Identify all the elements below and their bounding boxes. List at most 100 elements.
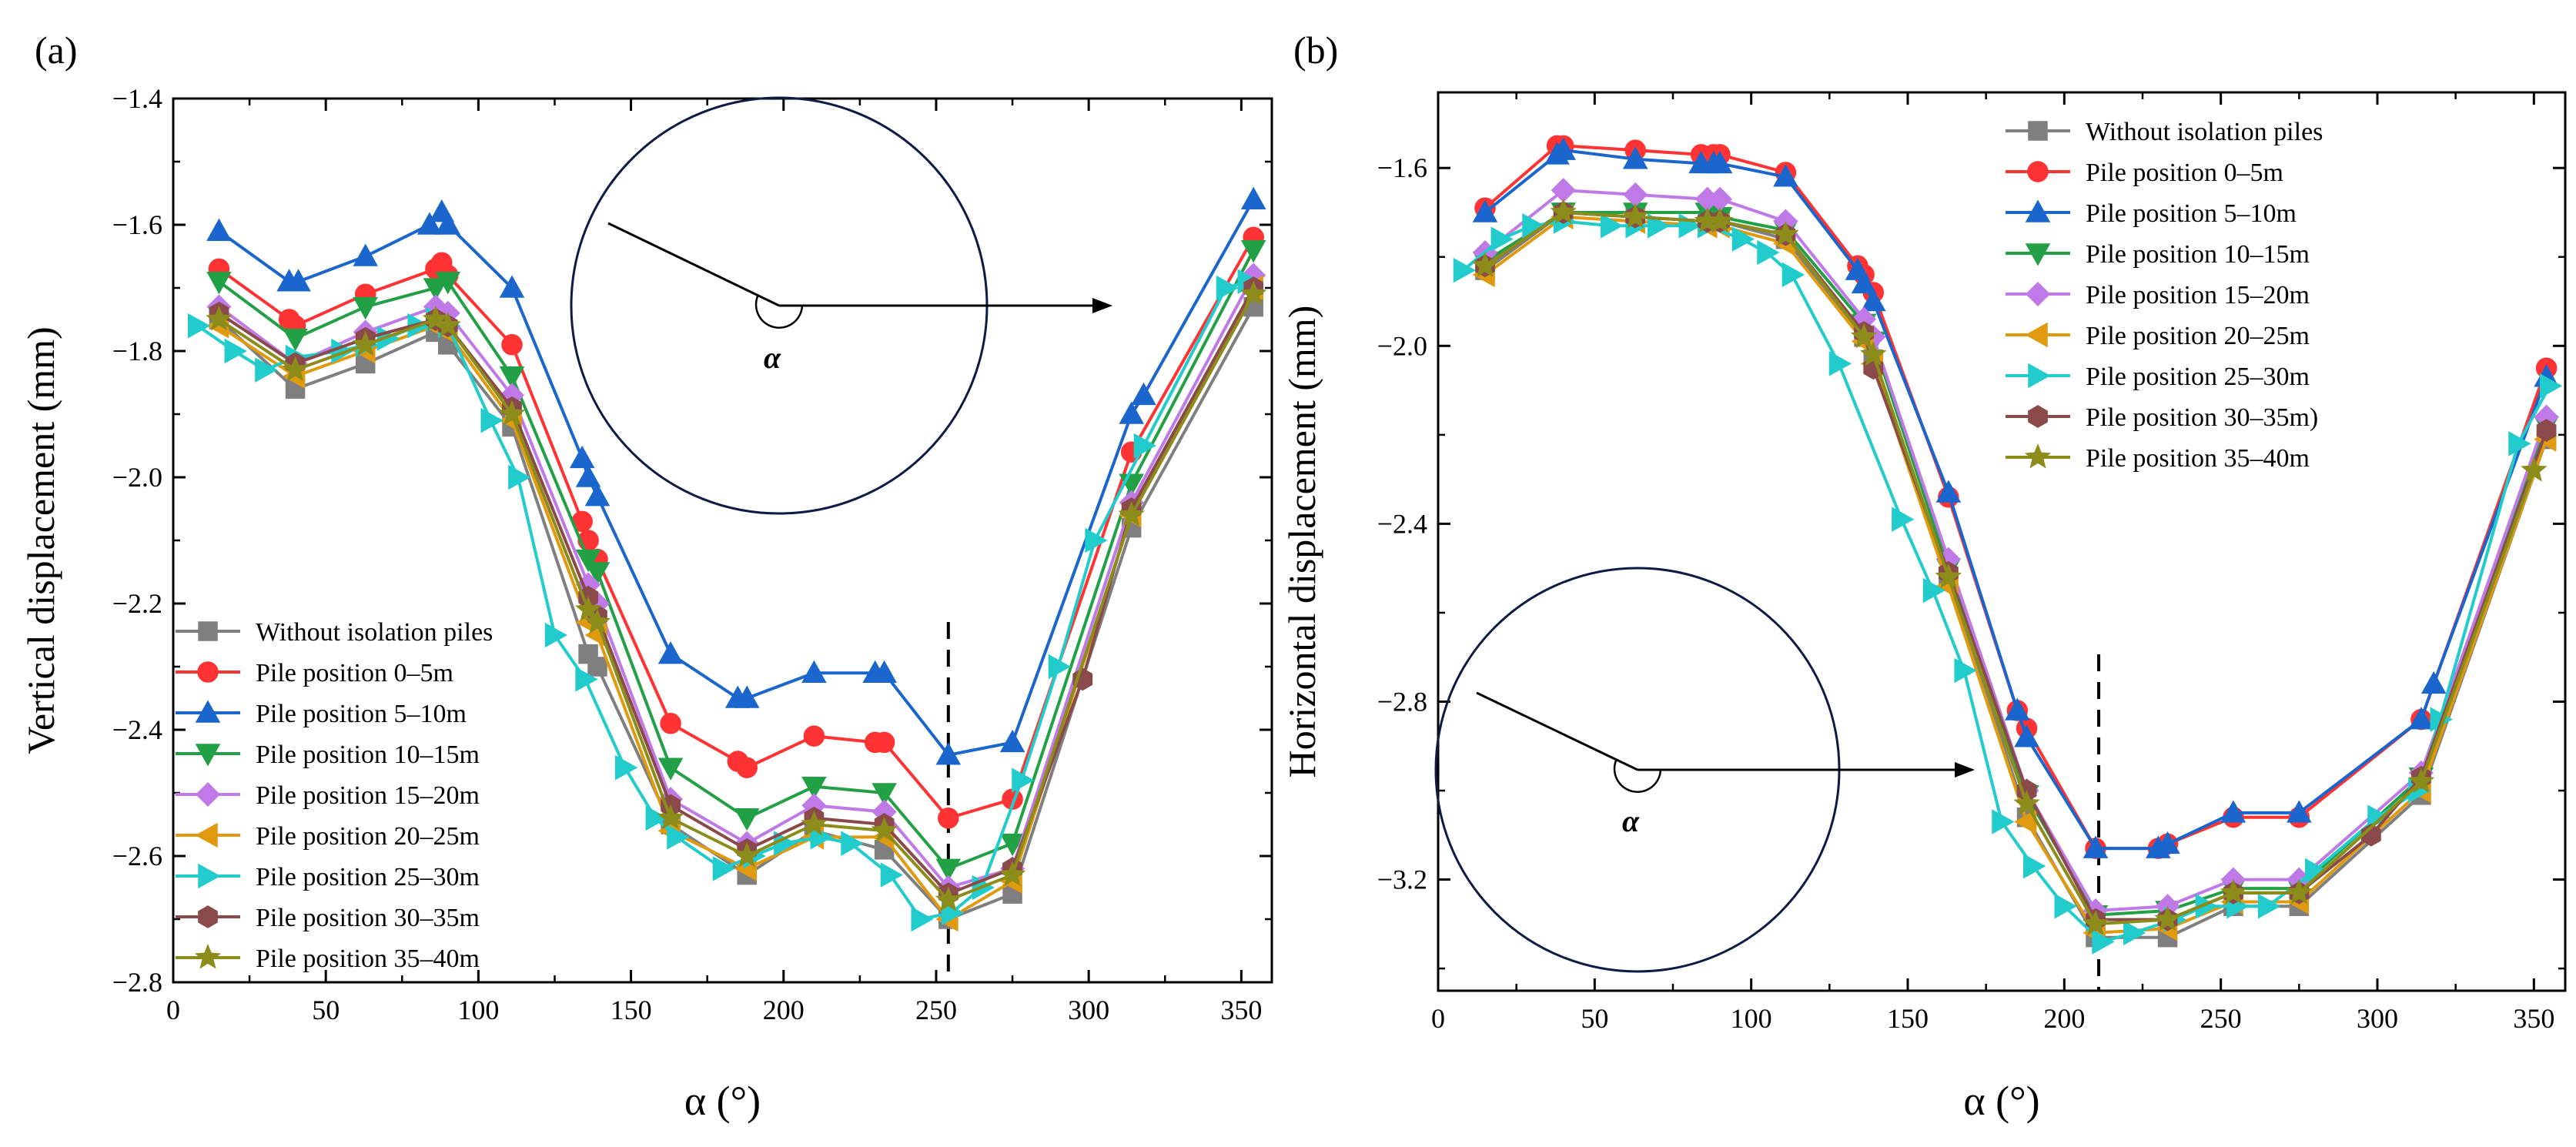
legend-item: Pile position 0–5m — [2006, 159, 2283, 187]
series-3 — [206, 186, 1266, 765]
y-tick-label: −2.4 — [1377, 508, 1427, 539]
legend: Without isolation piles Pile position 0–5… — [2006, 118, 2323, 473]
x-axis-label: α (°) — [1963, 1078, 2039, 1124]
legend-label: Pile position 25–30m — [256, 863, 480, 891]
data-point — [880, 862, 904, 888]
series-2 — [208, 226, 1264, 829]
legend-label: Pile position 20–25m — [2086, 322, 2310, 350]
data-point — [935, 886, 962, 911]
data-point — [1757, 239, 1780, 266]
legend-swatch-marker — [2025, 281, 2051, 307]
legend-item: Pile position 15–20m — [176, 781, 480, 810]
data-point — [2420, 670, 2447, 694]
chart-panel-b: 0 50 100 150 200 250 300 350 −3.2 −2.8 −2.4 −2.0 −1.… — [1280, 28, 2567, 1124]
legend-swatch-marker — [2024, 443, 2052, 469]
data-point — [712, 856, 736, 881]
legend-label: Pile position 35–40m — [2086, 444, 2310, 473]
series-line — [218, 274, 1255, 889]
legend-label: Pile position 0–5m — [256, 659, 453, 687]
data-point — [2287, 800, 2312, 823]
series-line — [218, 306, 1255, 921]
inset-angle-label: α — [764, 340, 781, 375]
data-point — [353, 296, 378, 320]
series-line — [218, 249, 1255, 871]
series-7 — [1453, 209, 2563, 955]
data-point — [352, 330, 379, 356]
data-point — [1551, 137, 1576, 160]
data-point — [2539, 373, 2563, 399]
data-point — [1118, 501, 1145, 527]
data-point — [224, 338, 247, 364]
y-tick-label: −3.2 — [1377, 864, 1427, 895]
legend-swatch-marker — [198, 905, 218, 928]
data-point — [480, 407, 503, 433]
x-axis-ticks: 0 50 100 150 200 250 300 350 — [166, 99, 1262, 1025]
data-point — [911, 906, 934, 932]
inset-angle-label: α — [1622, 804, 1640, 838]
legend-label: Pile position 15–20m — [2086, 281, 2310, 309]
y-tick-label: −2.4 — [112, 714, 162, 745]
legend-label: Pile position 35–40m — [256, 945, 480, 973]
inset-radius-line — [607, 222, 780, 307]
series-line — [1484, 211, 2536, 926]
data-point — [283, 328, 308, 352]
legend-item: Pile position 0–5m — [176, 659, 453, 687]
chart-panel-a: 0 50 100 150 200 250 300 350−2.8−2.6−2.4−2.2−2.… — [19, 28, 1273, 1124]
data-point — [803, 725, 825, 747]
x-tick-label: 250 — [915, 995, 957, 1025]
data-point — [801, 660, 827, 683]
data-point — [206, 305, 233, 331]
data-point — [501, 334, 523, 356]
data-point — [353, 243, 378, 266]
data-point — [1622, 202, 1649, 229]
data-point — [1781, 262, 1805, 288]
data-point — [841, 831, 864, 856]
data-point — [2521, 456, 2548, 482]
data-point — [999, 861, 1026, 887]
data-point — [734, 685, 760, 708]
data-point — [575, 464, 601, 487]
x-tick-label: 200 — [2043, 1003, 2085, 1034]
data-point — [2536, 419, 2557, 442]
data-point — [2123, 920, 2146, 946]
data-point — [587, 657, 607, 677]
legend-item: Pile position 35–40m — [2006, 443, 2310, 473]
data-point — [1706, 207, 1734, 233]
legend-swatch-marker — [197, 661, 219, 683]
x-tick-label: 150 — [611, 995, 652, 1025]
data-point — [871, 660, 897, 683]
y-axis-ticks: −3.2 −2.8 −2.4 −2.0 −1.6 — [1377, 152, 2565, 970]
series-line — [218, 293, 1255, 902]
data-point — [206, 218, 232, 241]
data-point — [1600, 213, 1624, 239]
data-point — [1453, 257, 1477, 283]
data-point — [1731, 226, 1755, 252]
x-tick-label: 100 — [1731, 1003, 1772, 1034]
legend: Without isolation piles Pile position 0–5… — [176, 618, 493, 973]
series-line — [1484, 211, 2548, 939]
legend-item: Pile position 25–30m — [176, 863, 480, 891]
inset-angle-arc — [754, 296, 804, 329]
data-point — [575, 667, 598, 692]
data-point — [2013, 790, 2040, 815]
data-point — [1935, 563, 1962, 589]
data-point — [1828, 351, 1852, 376]
plot-frame — [1437, 91, 2567, 992]
y-tick-label: −1.6 — [1377, 152, 1427, 183]
x-tick-label: 150 — [1887, 1003, 1929, 1034]
x-tick-label: 50 — [312, 995, 340, 1025]
data-point — [1860, 340, 1887, 366]
series-line — [218, 236, 1255, 820]
data-point — [2083, 835, 2109, 858]
data-point — [2155, 831, 2180, 854]
series-group — [187, 186, 1267, 932]
legend-swatch-marker — [195, 781, 221, 808]
data-point — [255, 357, 278, 383]
data-point — [999, 729, 1025, 753]
legend-swatch-marker — [2028, 405, 2048, 428]
data-point — [1861, 288, 1886, 312]
data-point — [614, 754, 638, 781]
data-point — [1992, 809, 2015, 834]
data-point — [508, 464, 531, 490]
x-tick-label: 0 — [1431, 1003, 1445, 1034]
